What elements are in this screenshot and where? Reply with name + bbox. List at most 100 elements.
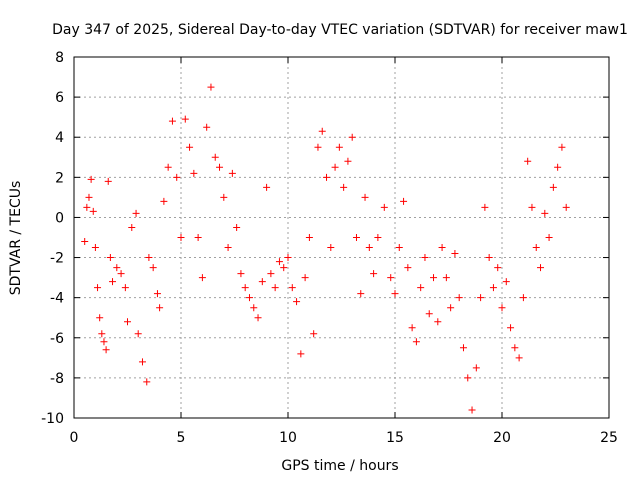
data-point <box>408 324 416 332</box>
data-point <box>168 117 176 125</box>
data-point <box>173 173 181 181</box>
data-point <box>81 238 89 246</box>
data-point <box>153 290 161 298</box>
data-point <box>310 330 318 338</box>
data-point <box>87 175 95 183</box>
data-point <box>417 284 425 292</box>
data-point <box>128 223 136 231</box>
x-tick-label: 5 <box>177 430 186 446</box>
y-axis-label: SDTVAR / TECUs <box>8 181 24 296</box>
y-tick-label: -8 <box>50 371 64 387</box>
data-point <box>297 350 305 358</box>
data-point <box>335 143 343 151</box>
data-point <box>370 270 378 278</box>
x-tick-label: 0 <box>70 430 79 446</box>
grid <box>74 57 609 418</box>
data-point <box>528 203 536 211</box>
data-point <box>156 304 164 312</box>
data-point <box>194 234 202 241</box>
data-point <box>404 264 412 272</box>
data-point <box>327 244 335 252</box>
data-point <box>524 157 532 165</box>
data-point <box>430 274 438 282</box>
data-point <box>280 264 288 272</box>
data-point <box>519 294 527 302</box>
data-point <box>498 304 506 312</box>
data-point <box>340 183 348 191</box>
data-points <box>81 83 570 414</box>
data-point <box>502 278 510 286</box>
y-tick-label: 8 <box>55 50 64 66</box>
data-point <box>549 183 557 191</box>
data-point <box>455 294 463 302</box>
data-point <box>117 270 125 278</box>
data-point <box>459 344 467 352</box>
data-point <box>374 234 382 241</box>
data-point <box>89 207 97 215</box>
x-tick-label: 10 <box>279 430 297 446</box>
data-point <box>228 169 236 177</box>
data-point <box>143 378 151 386</box>
data-point <box>134 330 142 338</box>
x-tick-label: 25 <box>600 430 618 446</box>
y-tick-label: -4 <box>50 291 64 307</box>
data-point <box>554 163 562 171</box>
data-point <box>132 209 140 217</box>
data-point <box>348 133 356 141</box>
data-point <box>400 197 408 205</box>
data-point <box>288 284 296 292</box>
y-tick-label: 4 <box>55 130 64 146</box>
data-point <box>318 127 326 135</box>
data-point <box>541 209 549 217</box>
data-point <box>558 143 566 151</box>
data-point <box>100 338 108 346</box>
data-point <box>387 274 395 282</box>
data-point <box>241 284 249 292</box>
data-point <box>489 284 497 292</box>
data-point <box>85 193 93 201</box>
data-point <box>425 310 433 318</box>
data-point <box>537 264 545 272</box>
data-point <box>293 298 301 306</box>
data-point <box>365 244 373 252</box>
data-point <box>263 183 271 191</box>
data-point <box>113 264 121 272</box>
data-point <box>211 153 219 161</box>
x-tick-label: 20 <box>493 430 511 446</box>
data-point <box>305 234 313 241</box>
data-point <box>344 157 352 165</box>
data-point <box>138 358 146 366</box>
data-point <box>216 163 224 171</box>
data-point <box>532 244 540 252</box>
data-point <box>250 304 258 312</box>
data-point <box>160 197 168 205</box>
data-point <box>485 254 493 262</box>
data-point <box>434 318 442 326</box>
y-tick-label: 0 <box>55 210 64 226</box>
data-point <box>511 344 519 352</box>
tick-labels: -10 -8 -6 -4 -2 0 2 4 6 8 0 5 10 15 20 25 <box>41 50 618 446</box>
data-point <box>545 234 553 241</box>
data-point <box>106 254 114 262</box>
data-point <box>301 274 309 282</box>
data-point <box>258 278 266 286</box>
data-point <box>395 244 403 252</box>
data-point <box>380 203 388 211</box>
data-point <box>331 163 339 171</box>
data-point <box>224 244 232 252</box>
data-point <box>494 264 502 272</box>
y-tick-label: -6 <box>50 331 64 347</box>
data-point <box>104 177 112 185</box>
data-point <box>98 330 106 338</box>
data-point <box>323 173 331 181</box>
data-point <box>562 203 570 211</box>
data-point <box>515 354 523 362</box>
data-point <box>481 203 489 211</box>
data-point <box>149 264 157 272</box>
plot-frame <box>73 56 610 419</box>
data-point <box>109 278 117 286</box>
data-point <box>164 163 172 171</box>
y-tick-label: 6 <box>55 90 64 106</box>
y-tick-label: -10 <box>41 411 64 427</box>
